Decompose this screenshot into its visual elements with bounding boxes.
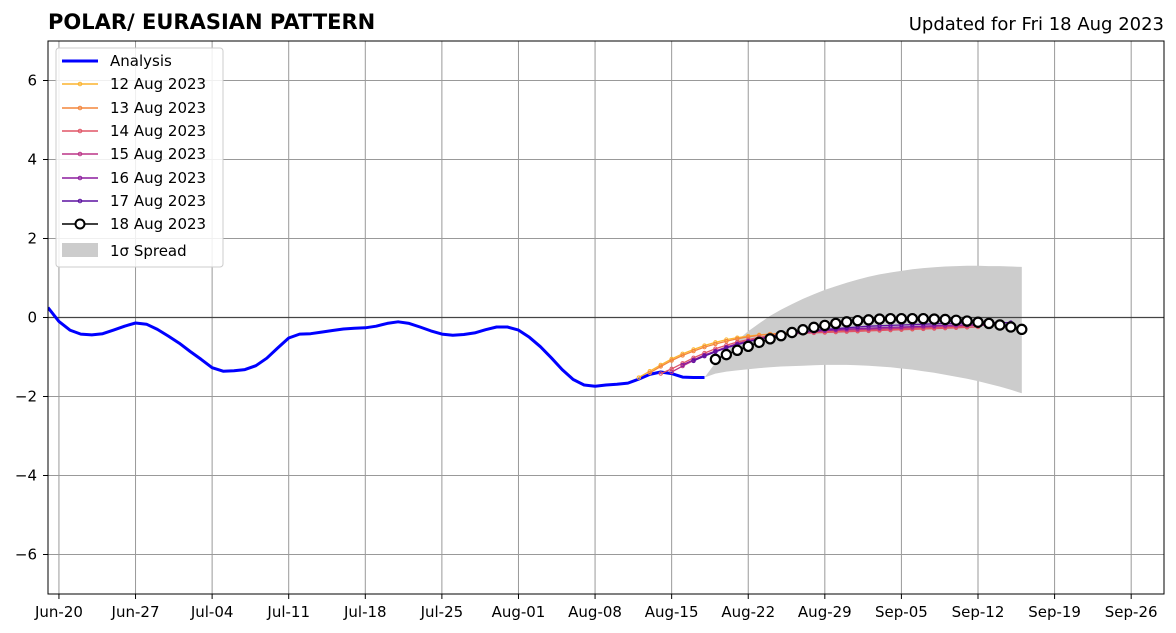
forecast-point bbox=[669, 369, 674, 375]
forecast-point bbox=[972, 316, 984, 328]
y-tick-label: 4 bbox=[27, 151, 37, 169]
legend-marker-14aug bbox=[77, 128, 83, 134]
forecast-point bbox=[906, 312, 919, 325]
y-tick-label: −6 bbox=[15, 546, 37, 564]
legend-label-18aug: 18 Aug 2023 bbox=[110, 215, 206, 233]
forecast-point bbox=[939, 313, 951, 326]
forecast-point bbox=[873, 313, 886, 325]
y-axis: 6 4 2 0 −2 −4 −6 bbox=[15, 72, 48, 564]
x-tick-label: Jul-11 bbox=[266, 603, 310, 621]
legend-label-12aug: 12 Aug 2023 bbox=[110, 75, 206, 93]
x-tick-label: Jul-25 bbox=[420, 603, 464, 621]
forecast-point bbox=[713, 341, 718, 347]
forecast-point bbox=[746, 334, 751, 340]
forecast-point bbox=[713, 349, 718, 355]
chart-title: POLAR/ EURASIAN PATTERN bbox=[48, 10, 375, 34]
chart-subtitle: Updated for Fri 18 Aug 2023 bbox=[909, 14, 1164, 35]
forecast-point bbox=[819, 319, 831, 332]
y-tick-label: 0 bbox=[27, 309, 37, 327]
forecast-point bbox=[786, 326, 798, 339]
legend-marker-12aug bbox=[77, 81, 83, 87]
forecast-point bbox=[636, 375, 642, 380]
x-tick-label: Jul-04 bbox=[190, 603, 234, 621]
y-tick-label: 6 bbox=[27, 72, 37, 90]
legend-label-14aug: 14 Aug 2023 bbox=[110, 122, 206, 140]
forecast-point bbox=[994, 319, 1006, 331]
forecast-point bbox=[961, 315, 973, 327]
forecast-point bbox=[702, 344, 707, 350]
forecast-point bbox=[830, 317, 842, 330]
forecast-point bbox=[709, 353, 722, 366]
forecast-point bbox=[884, 312, 897, 325]
y-tick-label: −4 bbox=[15, 467, 37, 485]
forecast-point bbox=[950, 314, 962, 326]
forecast-point bbox=[702, 354, 707, 359]
forecast-point bbox=[647, 370, 652, 375]
legend: Analysis 12 Aug 2023 13 Aug 2023 14 Aug … bbox=[55, 47, 224, 268]
legend-marker-18aug bbox=[74, 218, 86, 230]
forecast-point bbox=[775, 329, 787, 342]
forecast-point bbox=[862, 314, 875, 326]
series-layer bbox=[48, 306, 1028, 388]
forecast-point bbox=[724, 339, 729, 344]
x-tick-label: Jul-18 bbox=[343, 603, 387, 621]
forecast-point bbox=[917, 312, 929, 325]
legend-swatch-spread bbox=[62, 243, 98, 257]
forecast-point bbox=[680, 362, 685, 368]
legend-box bbox=[55, 47, 224, 268]
forecast-point bbox=[680, 353, 685, 358]
x-tick-label: Aug-22 bbox=[721, 603, 775, 621]
x-tick-label: Jun-27 bbox=[111, 603, 160, 621]
y-tick-label: 2 bbox=[27, 230, 37, 248]
legend-marker-13aug bbox=[77, 105, 83, 111]
x-axis: Jun-20 Jun-27 Jul-04 Jul-11 Jul-18 Jul-25 Aug-… bbox=[34, 594, 1158, 621]
forecast-point bbox=[808, 321, 820, 334]
legend-marker-17aug bbox=[77, 198, 83, 204]
x-tick-label: Aug-01 bbox=[492, 603, 546, 621]
forecast-point bbox=[895, 312, 908, 325]
forecast-point bbox=[680, 361, 685, 366]
x-tick-label: Jun-20 bbox=[34, 603, 83, 621]
x-tick-label: Aug-15 bbox=[645, 603, 699, 621]
forecast-point bbox=[691, 358, 696, 364]
analysis-line bbox=[48, 306, 705, 388]
forecast-point bbox=[764, 333, 776, 345]
forecast-point bbox=[928, 313, 940, 325]
forecast-point bbox=[1005, 321, 1017, 333]
x-tick-label: Aug-29 bbox=[798, 603, 852, 621]
forecast-point bbox=[851, 314, 864, 327]
legend-label-17aug: 17 Aug 2023 bbox=[110, 192, 206, 210]
forecast-point bbox=[658, 371, 663, 376]
forecast-point bbox=[1016, 323, 1028, 336]
legend-label-16aug: 16 Aug 2023 bbox=[110, 169, 206, 187]
legend-marker-16aug bbox=[77, 175, 83, 181]
y-tick-label: −2 bbox=[15, 388, 37, 406]
forecast-series bbox=[709, 312, 1028, 366]
forecast-point bbox=[742, 340, 754, 353]
legend-label-analysis: Analysis bbox=[110, 52, 172, 70]
legend-label-15aug: 15 Aug 2023 bbox=[110, 145, 206, 163]
forecast-point bbox=[731, 344, 743, 356]
legend-label-13aug: 13 Aug 2023 bbox=[110, 99, 206, 117]
legend-marker-15aug bbox=[77, 151, 83, 157]
forecast-point bbox=[753, 336, 765, 349]
x-tick-label: Sep-26 bbox=[1105, 603, 1158, 621]
legend-label-spread: 1σ Spread bbox=[110, 242, 187, 260]
forecast-point bbox=[797, 324, 809, 336]
x-tick-label: Aug-08 bbox=[568, 603, 622, 621]
x-tick-label: Sep-05 bbox=[875, 603, 928, 621]
forecast-point bbox=[983, 317, 995, 330]
forecast-point bbox=[658, 364, 663, 369]
x-tick-label: Sep-19 bbox=[1028, 603, 1081, 621]
forecast-point bbox=[669, 358, 674, 363]
x-tick-label: Sep-12 bbox=[952, 603, 1005, 621]
forecast-point bbox=[841, 316, 853, 328]
forecast-point bbox=[691, 348, 696, 354]
forecast-point bbox=[720, 348, 733, 361]
